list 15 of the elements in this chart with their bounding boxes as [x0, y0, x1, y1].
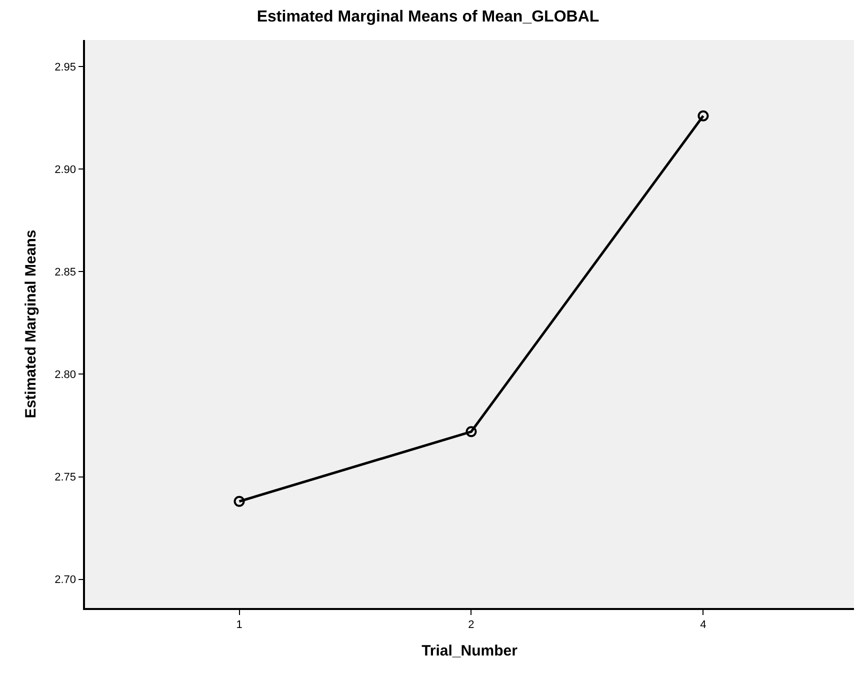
- x-tick-label: 1: [236, 618, 242, 631]
- y-tick-label: 2.80: [54, 369, 76, 382]
- y-tick-label: 2.70: [54, 574, 76, 586]
- point: [234, 496, 245, 507]
- point: [466, 426, 477, 438]
- chart-title: Estimated Marginal Means of Mean_GLOBAL: [256, 8, 600, 26]
- y-tick-label: 2.85: [54, 266, 76, 279]
- x-axis-title: Trial_Number: [422, 642, 518, 660]
- y-tick-label: 2.75: [54, 472, 76, 484]
- x-tick-label: 4: [700, 618, 706, 631]
- y-tick-label: 2.90: [54, 164, 76, 176]
- x-tick-label: 2: [468, 618, 474, 631]
- point: [698, 110, 709, 122]
- y-tick-label: 2.95: [54, 62, 76, 74]
- y-axis-title: Estimated Marginal Means: [22, 230, 40, 418]
